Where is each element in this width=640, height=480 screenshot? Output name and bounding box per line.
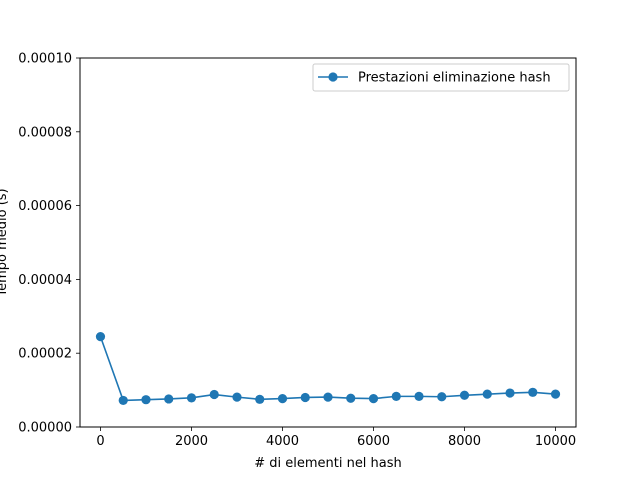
data-point	[414, 391, 424, 401]
data-point	[232, 392, 242, 402]
data-point	[482, 389, 492, 399]
data-point	[141, 395, 151, 405]
data-point	[550, 389, 561, 399]
x-tick-label: 6000	[357, 434, 390, 449]
legend-box	[312, 63, 570, 92]
y-tick-label: 0.00010	[18, 52, 72, 67]
y-tick-label: 0.00008	[18, 125, 72, 140]
data-point	[437, 392, 447, 402]
data-point	[118, 395, 128, 406]
y-tick-label: 0.00006	[18, 199, 72, 214]
y-axis-label: Tempo medio (s)	[0, 188, 10, 297]
x-axis-label: # di elementi nel hash	[254, 456, 402, 471]
x-tick-label: 10000	[535, 434, 576, 449]
data-point	[459, 390, 470, 400]
ticks-layer: 0 2000 4000 6000 8000 10000 0.00000 0.00002 0.00…	[18, 52, 576, 450]
data-point	[209, 389, 219, 400]
legend-marker-swatch	[328, 72, 338, 82]
plot-area-background	[80, 58, 576, 427]
x-tick-label: 0	[96, 434, 104, 449]
x-tick-label: 4000	[266, 434, 299, 449]
data-point	[346, 393, 356, 403]
data-point	[528, 387, 538, 397]
plot-frame	[79, 57, 577, 428]
x-tick-label: 2000	[175, 434, 208, 449]
data-point	[186, 393, 197, 403]
legend-label: Prestazioni eliminazione hash	[358, 71, 551, 86]
data-point	[368, 393, 379, 404]
legend: Prestazioni eliminazione hash	[312, 63, 570, 92]
data-point	[164, 394, 174, 404]
data-point	[300, 392, 310, 403]
data-point	[255, 394, 265, 404]
x-tick-label: 8000	[448, 434, 481, 449]
data-point	[323, 392, 333, 402]
data-point	[505, 388, 515, 398]
data-point	[95, 332, 106, 342]
y-tick-label: 0.00002	[18, 347, 72, 362]
series-layer	[95, 332, 561, 406]
data-point	[277, 393, 288, 404]
y-tick-label: 0.00000	[18, 421, 72, 436]
data-point	[391, 391, 401, 401]
y-tick-label: 0.00004	[18, 273, 72, 288]
